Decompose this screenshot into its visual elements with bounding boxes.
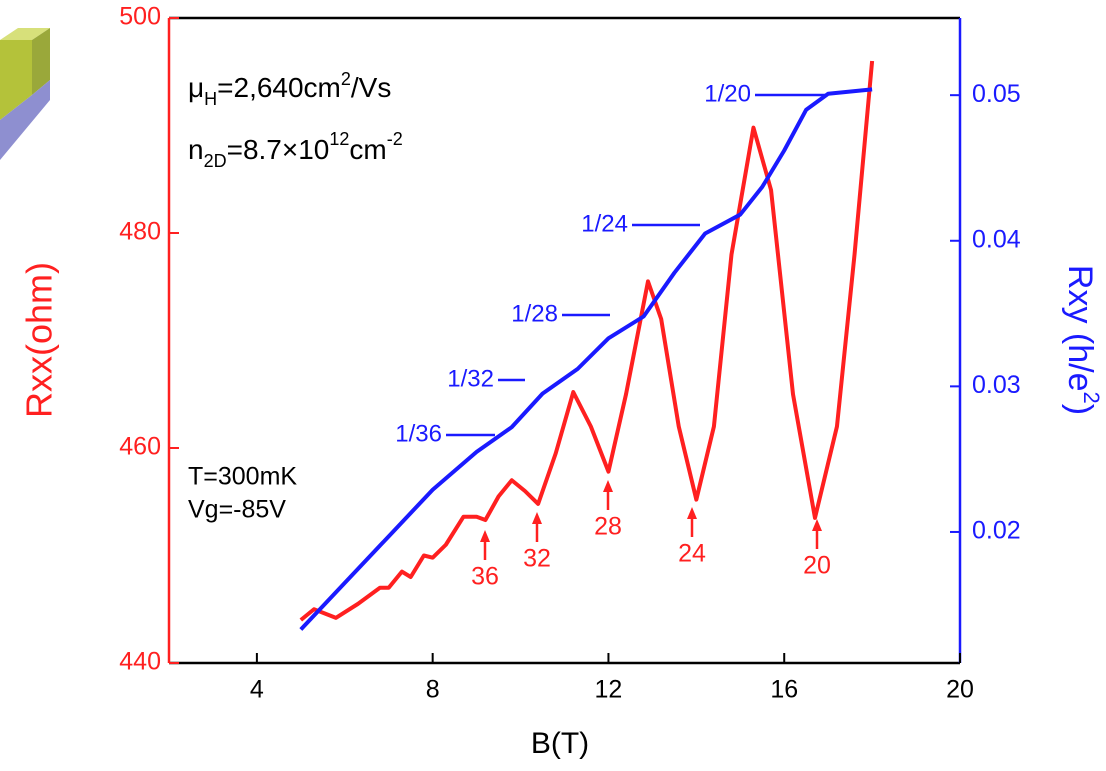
note-part: H — [204, 89, 217, 109]
label-part: ) — [1061, 404, 1099, 415]
x-tick-label: 16 — [770, 676, 798, 704]
minimum-arrowhead — [603, 480, 613, 492]
x-axis-label: B(T) — [531, 727, 589, 760]
y2-tick-label: 0.02 — [972, 517, 1021, 545]
plateau-label: 1/28 — [511, 300, 558, 327]
note-part: cm — [349, 134, 386, 165]
y2-tick-label: 0.04 — [972, 225, 1021, 253]
condition-note: T=300mK — [188, 463, 297, 491]
note-part: =8.7×10 — [227, 134, 330, 165]
mobility-note: μH=2,640cm2/Vs — [188, 69, 391, 109]
data-line — [299, 60, 875, 622]
minimum-arrowhead — [812, 519, 822, 531]
minimum-label: 36 — [471, 563, 499, 591]
label-part: Rxy (h/e — [1061, 265, 1099, 392]
x-tick-label: 4 — [250, 676, 264, 704]
plateau-label: 1/32 — [447, 365, 494, 392]
condition-note: Vg=-85V — [188, 496, 286, 524]
plateau-label: 1/36 — [395, 420, 442, 447]
y-axis-label: Rxx(ohm) — [19, 262, 60, 418]
plateau-label: 1/24 — [581, 210, 628, 237]
minimum-label: 24 — [678, 540, 706, 568]
x-tick-label: 8 — [426, 676, 440, 704]
minimum-label: 28 — [594, 513, 622, 541]
minimum-arrowhead — [532, 512, 542, 524]
note-part: -2 — [387, 129, 403, 149]
y2-tick-label: 0.05 — [972, 80, 1021, 108]
note-part: μ — [188, 72, 204, 103]
y-tick-label: 460 — [119, 433, 161, 461]
data-line — [299, 87, 873, 631]
density-note: n2D=8.7×1012cm-2 — [188, 129, 403, 171]
note-part: 2 — [341, 69, 351, 89]
y-tick-label: 480 — [119, 218, 161, 246]
plateau-label: 1/20 — [704, 80, 751, 107]
note-part: =2,640cm — [217, 72, 341, 103]
x-tick-label: 12 — [595, 676, 623, 704]
note-part: /Vs — [351, 72, 391, 103]
minimum-label: 32 — [523, 545, 551, 573]
note-part: n — [188, 134, 204, 165]
label-part: 2 — [1079, 392, 1104, 404]
minimum-arrowhead — [480, 530, 490, 542]
note-part: 12 — [329, 129, 349, 149]
y-tick-label: 500 — [119, 3, 161, 31]
device-thumbnail — [0, 28, 50, 160]
minimum-label: 20 — [803, 552, 831, 580]
x-tick-label: 20 — [946, 676, 974, 704]
y2-tick-label: 0.03 — [972, 371, 1021, 399]
y2-axis-label: Rxy (h/e2) — [1061, 265, 1104, 415]
y-tick-label: 440 — [119, 648, 161, 676]
minimum-arrowhead — [687, 507, 697, 519]
note-part: 2D — [204, 151, 227, 171]
